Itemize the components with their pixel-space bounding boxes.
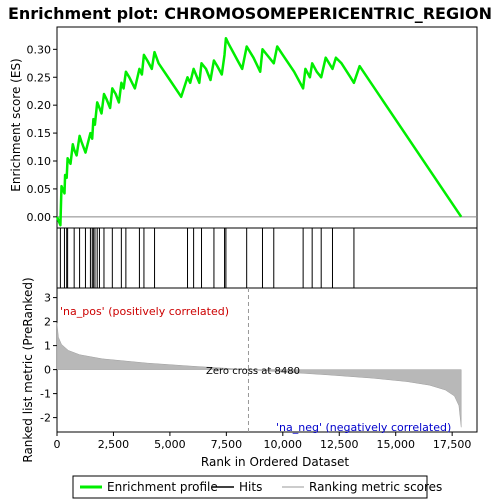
hits-panel-frame bbox=[56, 227, 478, 289]
legend-frame bbox=[72, 475, 428, 499]
metric-tick-label: 1 bbox=[44, 340, 51, 353]
es-panel: 0.00 0.05 0.10 0.15 0.20 0.25 0.30 bbox=[27, 36, 477, 227]
es-tick-label: 0.15 bbox=[27, 127, 52, 140]
metric-tick-label: 2 bbox=[44, 316, 51, 329]
es-tick-label: 0.30 bbox=[27, 43, 52, 56]
es-tick-label: 0.00 bbox=[27, 211, 52, 224]
x-tick-label: 12,500 bbox=[320, 438, 359, 451]
metric-tick-label: -1 bbox=[40, 388, 51, 401]
x-axis-label: Rank in Ordered Dataset bbox=[201, 455, 349, 469]
legend-label: Ranking metric scores bbox=[309, 480, 442, 494]
es-axis-label: Enrichment score (ES) bbox=[9, 58, 23, 191]
ranking-metric-area bbox=[56, 322, 462, 428]
es-tick-label: 0.10 bbox=[27, 155, 52, 168]
metric-tick-label: 0 bbox=[44, 364, 51, 377]
x-tick-label: 10,000 bbox=[264, 438, 303, 451]
metric-tick-label: 3 bbox=[44, 292, 51, 305]
metric-panel-frame bbox=[56, 287, 478, 433]
x-tick-label: 7,500 bbox=[211, 438, 243, 451]
es-tick-label: 0.20 bbox=[27, 99, 52, 112]
chart-title: Enrichment plot: CHROMOSOMEPERICENTRIC_R… bbox=[8, 4, 492, 23]
pos-correlated-label: 'na_pos' (positively correlated) bbox=[60, 305, 229, 318]
es-tick-label: 0.05 bbox=[27, 183, 52, 196]
zero-cross-label: Zero cross at 8480 bbox=[206, 366, 300, 377]
x-tick-label: 5,000 bbox=[154, 438, 186, 451]
x-tick-label: 15,000 bbox=[376, 438, 415, 451]
legend-label: Enrichment profile bbox=[107, 480, 218, 494]
metric-panel: -2 -1 0 1 2 3 0 2,500 5,000 7,500 10,000 12,500 15,0… bbox=[40, 288, 471, 451]
es-tick-label: 0.25 bbox=[27, 71, 52, 84]
legend-label: Hits bbox=[239, 480, 262, 494]
x-tick-label: 2,500 bbox=[98, 438, 130, 451]
neg-correlated-label: 'na_neg' (negatively correlated) bbox=[276, 421, 451, 434]
es-panel-frame bbox=[56, 26, 478, 229]
metric-axis-label: Ranked list metric (PreRanked) bbox=[21, 277, 35, 462]
enrichment-profile-line bbox=[55, 36, 463, 227]
hits-panel bbox=[59, 228, 355, 288]
metric-tick-label: -2 bbox=[40, 412, 51, 425]
legend: Enrichment profile Hits Ranking metric sco… bbox=[72, 475, 442, 499]
x-tick-label: 17,500 bbox=[433, 438, 472, 451]
x-tick-label: 0 bbox=[54, 438, 61, 451]
